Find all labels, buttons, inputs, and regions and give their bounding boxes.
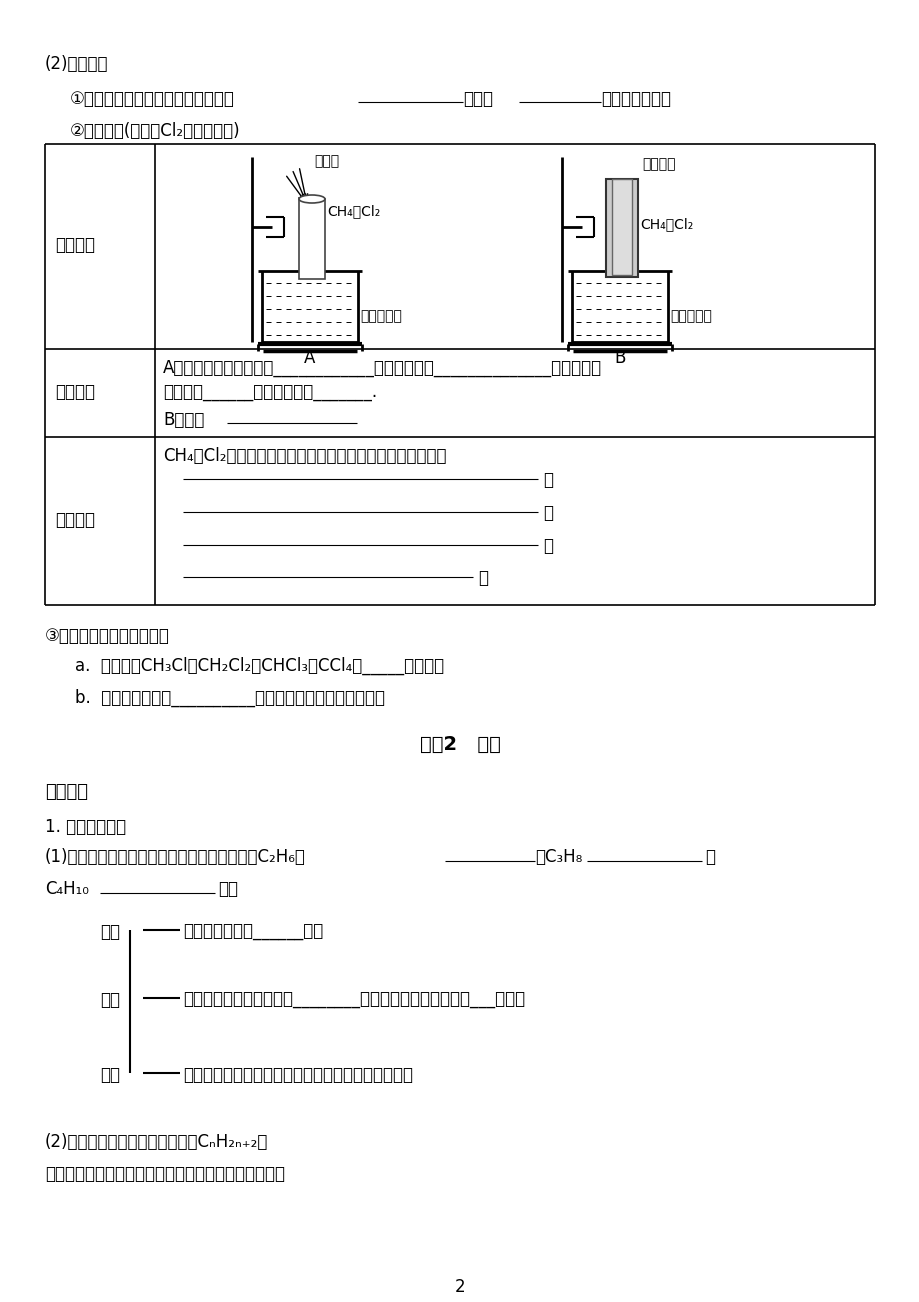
Text: 一、烷烃: 一、烷烃 (45, 783, 88, 801)
Text: ③甲烷四种氯代产物的性质: ③甲烷四种氯代产物的性质 (45, 628, 170, 644)
Text: (2)取代反应: (2)取代反应 (45, 55, 108, 73)
Text: 被其他: 被其他 (462, 90, 493, 108)
Text: ①取代反应的概念：有机物分子里的: ①取代反应的概念：有机物分子里的 (70, 90, 234, 108)
Text: 碳原子结合形成的碳链可以是直链，也可以是支链。: 碳原子结合形成的碳链可以是直链，也可以是支链。 (183, 1066, 413, 1085)
Text: 中有少量______；试管内液面_______.: 中有少量______；试管内液面_______. (163, 384, 377, 402)
Text: 碳原子剩余的价键全部与________结合，每个碳原子均形成___条价键: 碳原子剩余的价键全部与________结合，每个碳原子均形成___条价键 (183, 991, 525, 1009)
Text: 黑色纸套: 黑色纸套 (641, 158, 675, 171)
Text: CH₄和Cl₂: CH₄和Cl₂ (326, 204, 380, 217)
Text: 链状: 链状 (100, 1066, 119, 1085)
Text: A: A (304, 349, 315, 367)
Text: ：。: ：。 (218, 880, 238, 898)
Text: ②实验探究(甲烷与Cl₂的取代反应): ②实验探究(甲烷与Cl₂的取代反应) (70, 122, 241, 141)
Text: (1)乙烷、丙烷、丁烷的分子式、结构式分别为C₂H₆：: (1)乙烷、丙烷、丁烷的分子式、结构式分别为C₂H₆： (45, 848, 305, 866)
Text: 课时2   烷烃: 课时2 烷烃 (419, 736, 500, 754)
Text: B: B (614, 349, 625, 367)
Text: B装置：: B装置： (163, 411, 204, 428)
Text: A装置：试管内气体颜色____________；试管内壁有______________出现，试管: A装置：试管内气体颜色____________；试管内壁有___________… (163, 359, 601, 378)
Text: a.  水溶性：CH₃Cl、CH₂Cl₂、CHCl₃、CCl₄均_____溶于水。: a. 水溶性：CH₃Cl、CH₂Cl₂、CHCl₃、CCl₄均_____溶于水。 (75, 658, 444, 676)
Text: 碳原子之间以碳______结合: 碳原子之间以碳______结合 (183, 923, 323, 941)
Text: 饱和: 饱和 (100, 991, 119, 1009)
Text: CH₄与Cl₂在光照时才能发生化学反应，有关化学方程式为：: CH₄与Cl₂在光照时才能发生化学反应，有关化学方程式为： (163, 447, 446, 465)
Text: b.  状态：常温下除__________是气体，其余三种均为液体。: b. 状态：常温下除__________是气体，其余三种均为液体。 (75, 689, 384, 707)
Text: ，C₃H₈: ，C₃H₈ (535, 848, 582, 866)
Text: ；: ； (542, 536, 552, 555)
Text: 单键: 单键 (100, 923, 119, 941)
Text: 实验现象: 实验现象 (55, 383, 95, 401)
Text: 漫射光: 漫射光 (313, 154, 339, 168)
Text: 饱和食盐水: 饱和食盐水 (359, 309, 402, 323)
Text: 所替代的反应。: 所替代的反应。 (600, 90, 670, 108)
Text: CH₄和Cl₂: CH₄和Cl₂ (640, 217, 693, 230)
Text: 2: 2 (454, 1279, 465, 1295)
Text: (2)分子通式：烷烃的分子通式为CₙH₂ₙ₊₂。: (2)分子通式：烷烃的分子通式为CₙH₂ₙ₊₂。 (45, 1133, 268, 1151)
Text: ；: ； (542, 504, 552, 522)
Bar (611, 178, 631, 275)
Text: 1. 分子结构特点: 1. 分子结构特点 (45, 818, 126, 836)
Text: ；: ； (542, 471, 552, 490)
Bar (606, 178, 637, 277)
Text: 注意：多碳烷烃分子的碳链不是直线形，而是锯齿形。: 注意：多碳烷烃分子的碳链不是直线形，而是锯齿形。 (45, 1165, 285, 1184)
Text: 饱和食盐水: 饱和食盐水 (669, 309, 711, 323)
Text: ，: ， (704, 848, 714, 866)
Text: 。: 。 (478, 569, 487, 587)
Bar (299, 199, 324, 279)
Ellipse shape (299, 195, 324, 203)
Text: 实验结论: 实验结论 (55, 510, 95, 529)
Text: C₄H₁₀: C₄H₁₀ (45, 880, 89, 898)
Text: 实验操作: 实验操作 (55, 236, 95, 254)
